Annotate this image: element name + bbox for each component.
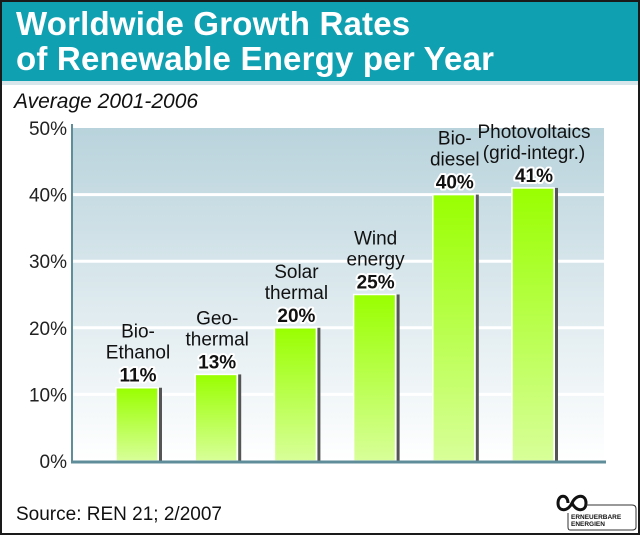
y-tick-label: 20% xyxy=(29,319,67,340)
bar xyxy=(115,386,159,462)
bar-group xyxy=(273,327,321,462)
value-label: 40% xyxy=(436,173,474,194)
chart-title-line-1: Worldwide Growth Rates xyxy=(16,5,411,42)
bar-group xyxy=(194,373,242,462)
header-band: Worldwide Growth Rates of Renewable Ener… xyxy=(2,2,638,85)
value-label: 20% xyxy=(277,306,315,327)
source-note: Source: REN 21; 2/2007 xyxy=(16,504,222,525)
category-label: Photovoltaics xyxy=(477,122,590,143)
logo: ERNEUERBARE ENERGIEN xyxy=(554,491,638,531)
chart-subtitle: Average 2001-2006 xyxy=(14,90,199,113)
y-tick-label: 0% xyxy=(40,452,68,473)
y-tick-label: 30% xyxy=(29,252,67,273)
bar-group xyxy=(432,193,479,462)
bar-shadow xyxy=(396,294,400,461)
bar-group xyxy=(115,386,162,462)
bar-group xyxy=(511,187,558,462)
category-label: Ethanol xyxy=(106,343,170,364)
value-label: 11% xyxy=(120,366,157,387)
bar-shadow xyxy=(555,187,558,461)
category-label: diesel xyxy=(430,150,480,171)
bar-shadow xyxy=(159,387,162,461)
value-label: 13% xyxy=(198,352,236,373)
bar xyxy=(432,193,476,462)
value-label: 25% xyxy=(357,273,395,294)
category-label: thermal xyxy=(186,329,249,350)
category-label: energy xyxy=(347,250,406,271)
category-label: Wind xyxy=(354,229,397,250)
category-label: Solar xyxy=(274,262,319,283)
infinity-icon: ERNEUERBARE ENERGIEN xyxy=(556,494,637,531)
bar xyxy=(511,187,555,462)
bar-shadow xyxy=(238,374,242,461)
category-label: thermal xyxy=(265,283,328,304)
logo-text-line-2: ENERGIEN xyxy=(571,521,605,528)
bar-shadow xyxy=(475,194,479,461)
logo-text-line-1: ERNEUERBARE xyxy=(571,514,622,521)
bar-group xyxy=(352,293,400,462)
category-label: Geo- xyxy=(196,308,238,329)
value-label: 41% xyxy=(515,166,553,187)
category-label: Bio- xyxy=(438,129,472,150)
bar xyxy=(352,293,397,462)
y-tick-label: 50% xyxy=(29,119,67,140)
chart-title-line-2: of Renewable Energy per Year xyxy=(16,40,495,77)
y-tick-label: 10% xyxy=(29,385,67,406)
category-label: (grid-integr.) xyxy=(483,143,585,164)
bar xyxy=(273,327,318,462)
category-label: Bio- xyxy=(121,322,155,343)
bar-shadow xyxy=(317,327,321,461)
bar xyxy=(194,373,238,462)
y-tick-label: 40% xyxy=(29,186,67,207)
